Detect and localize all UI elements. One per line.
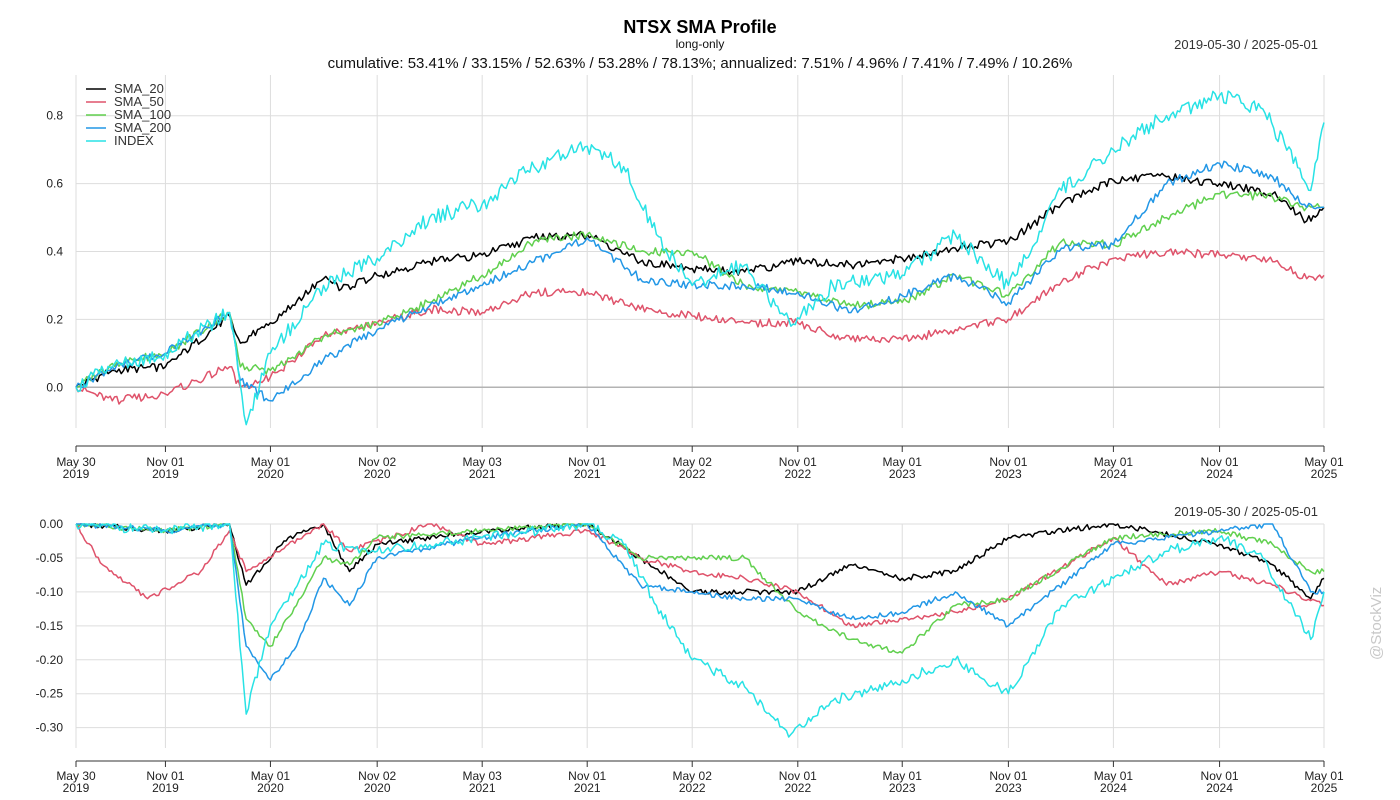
top-y-tick-label: 0.0 — [46, 380, 63, 394]
top-series-line-sma-200 — [75, 160, 1325, 402]
bottom-x-tick-label: May 01 — [883, 769, 923, 783]
top-x-tick-year: 2024 — [1206, 467, 1233, 481]
legend-label-sma-50: SMA_50 — [114, 94, 164, 109]
top-series-line-sma-50 — [75, 248, 1325, 405]
bottom-x-tick-label: May 01 — [1094, 769, 1134, 783]
top-x-tick-label: May 01 — [883, 455, 923, 469]
top-x-tick-year: 2025 — [1311, 467, 1338, 481]
bottom-series-line-sma-200 — [76, 523, 1325, 681]
top-x-tick-label: Nov 01 — [779, 455, 817, 469]
bottom-x-tick-year: 2023 — [889, 781, 916, 795]
bottom-x-tick-year: 2021 — [469, 781, 496, 795]
top-x-tick-label: May 30 — [56, 455, 96, 469]
top-x-tick-year: 2024 — [1100, 467, 1127, 481]
top-y-tick-label: 0.2 — [46, 312, 63, 326]
legend-label-index: INDEX — [114, 133, 154, 148]
bottom-x-tick-label: May 30 — [56, 769, 96, 783]
bottom-x-tick-year: 2022 — [679, 781, 706, 795]
top-x-tick-year: 2020 — [257, 467, 284, 481]
top-x-tick-year: 2022 — [784, 467, 811, 481]
bottom-x-tick-label: Nov 01 — [568, 769, 606, 783]
bottom-x-tick-label: May 01 — [1304, 769, 1344, 783]
top-x-tick-year: 2023 — [995, 467, 1022, 481]
legend-label-sma-200: SMA_200 — [114, 120, 171, 135]
bottom-x-tick-year: 2020 — [364, 781, 391, 795]
bottom-x-tick-year: 2023 — [995, 781, 1022, 795]
top-x-tick-year: 2023 — [889, 467, 916, 481]
bottom-x-tick-year: 2022 — [784, 781, 811, 795]
bottom-y-tick-label: -0.20 — [36, 653, 64, 667]
top-series-line-sma-100 — [75, 190, 1325, 389]
bottom-x-tick-year: 2025 — [1311, 781, 1338, 795]
top-x-tick-year: 2021 — [469, 467, 496, 481]
bottom-y-tick-label: -0.25 — [36, 687, 64, 701]
bottom-x-tick-label: Nov 01 — [989, 769, 1027, 783]
bottom-x-tick-year: 2024 — [1100, 781, 1127, 795]
bottom-x-tick-label: Nov 02 — [358, 769, 396, 783]
performance-stats: cumulative: 53.41% / 33.15% / 52.63% / 5… — [327, 55, 1073, 72]
top-x-tick-year: 2019 — [63, 467, 90, 481]
top-x-tick-year: 2021 — [574, 467, 601, 481]
bottom-x-tick-year: 2021 — [574, 781, 601, 795]
bottom-x-tick-label: May 02 — [673, 769, 713, 783]
bottom-series-line-sma-50 — [75, 523, 1325, 629]
top-y-tick-label: 0.6 — [46, 177, 63, 191]
bottom-x-tick-label: Nov 01 — [1201, 769, 1239, 783]
top-y-tick-label: 0.4 — [46, 245, 63, 259]
top-series-line-sma-20 — [75, 172, 1325, 388]
bottom-y-tick-label: -0.30 — [36, 721, 64, 735]
bottom-x-tick-label: Nov 01 — [146, 769, 184, 783]
top-series-line-index — [75, 90, 1325, 426]
bottom-x-tick-year: 2024 — [1206, 781, 1233, 795]
chart-subtitle: long-only — [675, 37, 725, 51]
bottom-x-tick-label: May 03 — [463, 769, 503, 783]
top-x-tick-label: May 03 — [463, 455, 503, 469]
bottom-x-tick-label: May 01 — [251, 769, 291, 783]
top-x-tick-label: May 01 — [1304, 455, 1344, 469]
top-x-tick-label: May 01 — [251, 455, 291, 469]
bottom-y-tick-label: 0.00 — [40, 517, 64, 531]
bottom-x-tick-label: Nov 01 — [779, 769, 817, 783]
date-range-top: 2019-05-30 / 2025-05-01 — [1174, 37, 1318, 52]
bottom-y-tick-label: -0.15 — [36, 619, 64, 633]
top-x-tick-label: Nov 01 — [1201, 455, 1239, 469]
bottom-y-tick-label: -0.05 — [36, 551, 64, 565]
top-x-tick-year: 2019 — [152, 467, 179, 481]
top-x-tick-label: Nov 01 — [989, 455, 1027, 469]
bottom-x-tick-year: 2019 — [63, 781, 90, 795]
top-y-tick-label: 0.8 — [46, 109, 63, 123]
bottom-x-tick-year: 2019 — [152, 781, 179, 795]
date-range-bottom: 2019-05-30 / 2025-05-01 — [1174, 504, 1318, 519]
top-x-tick-label: May 01 — [1094, 455, 1134, 469]
bottom-series-line-sma-100 — [75, 523, 1325, 654]
legend-label-sma-100: SMA_100 — [114, 107, 171, 122]
top-x-tick-year: 2022 — [679, 467, 706, 481]
chart-title: NTSX SMA Profile — [623, 17, 777, 37]
top-x-tick-label: Nov 01 — [146, 455, 184, 469]
top-x-tick-label: May 02 — [673, 455, 713, 469]
top-x-tick-label: Nov 01 — [568, 455, 606, 469]
bottom-x-tick-year: 2020 — [257, 781, 284, 795]
legend-label-sma-20: SMA_20 — [114, 81, 164, 96]
top-x-tick-year: 2020 — [364, 467, 391, 481]
top-x-tick-label: Nov 02 — [358, 455, 396, 469]
bottom-y-tick-label: -0.10 — [36, 585, 64, 599]
bottom-series-line-index — [75, 523, 1325, 738]
